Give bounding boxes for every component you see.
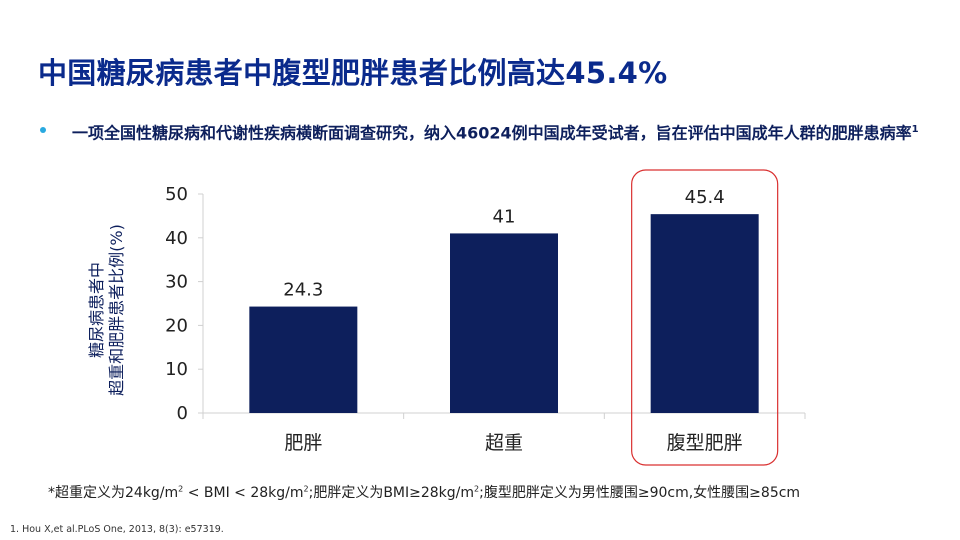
bar-1 <box>450 233 558 413</box>
reference-citation: 1. Hou X,et al.PLoS One, 2013, 8(3): e57… <box>10 524 224 535</box>
bar-2 <box>650 214 759 413</box>
slide-title: 中国糖尿病患者中腹型肥胖患者比例高达45.4% <box>38 56 668 90</box>
x-category-label: 肥胖 <box>284 432 322 454</box>
footnote-sup1: 2 <box>178 484 184 494</box>
bullet-dot-icon <box>40 127 46 133</box>
y-tick-label: 20 <box>165 315 188 336</box>
footnote-part3: ;肥胖定义为BMI≥28kg/m <box>308 485 475 501</box>
bar-value-label: 24.3 <box>283 280 323 301</box>
footnote-sup2: 2 <box>303 484 309 494</box>
bullet-text: 一项全国性糖尿病和代谢性疾病横断面调查研究，纳入46024例中国成年受试者，旨在… <box>72 118 919 145</box>
bullet-text-body: 一项全国性糖尿病和代谢性疾病横断面调查研究，纳入46024例中国成年受试者，旨在… <box>72 123 912 143</box>
footnote-sup3: 2 <box>474 484 480 494</box>
y-tick-label: 30 <box>165 272 188 293</box>
bullet-point: 一项全国性糖尿病和代谢性疾病横断面调查研究，纳入46024例中国成年受试者，旨在… <box>40 118 920 145</box>
footnote-part1: *超重定义为24kg/m <box>48 485 179 501</box>
highlight-frame <box>631 169 779 466</box>
x-category-label: 腹型肥胖 <box>667 432 743 454</box>
footnote-part4: ;腹型肥胖定义为男性腰围≥90cm,女性腰围≥85cm <box>479 485 801 501</box>
y-tick-label: 40 <box>165 228 188 249</box>
footnote-part2: < BMI < 28kg/m <box>183 485 304 501</box>
y-tick-label: 0 <box>177 403 188 424</box>
bar-value-label: 41 <box>493 206 516 227</box>
y-tick-label: 10 <box>165 359 188 380</box>
footnote: *超重定义为24kg/m2 < BMI < 28kg/m2;肥胖定义为BMI≥2… <box>48 482 800 502</box>
bar-0 <box>249 306 358 413</box>
bar-value-label: 45.4 <box>685 187 725 208</box>
y-tick-label: 50 <box>165 184 188 205</box>
x-category-label: 超重 <box>485 432 523 454</box>
bullet-citation: 1 <box>911 124 919 135</box>
